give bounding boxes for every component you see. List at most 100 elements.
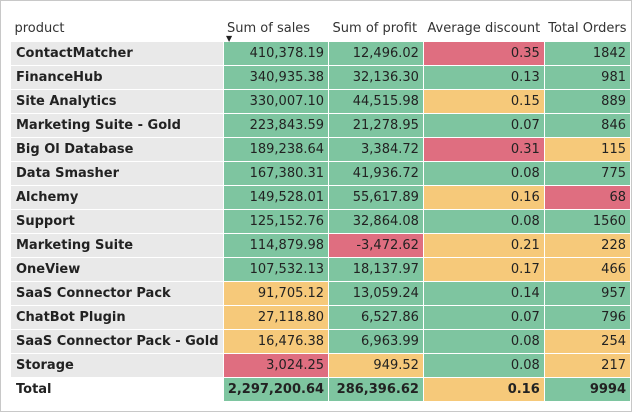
- cell-discount: 0.07: [422, 305, 545, 330]
- cell-profit: 32,136.30: [328, 65, 424, 90]
- cell-orders: 217: [543, 353, 632, 378]
- cell-profit: 41,936.72: [328, 161, 424, 186]
- cell-orders: 957: [543, 281, 632, 306]
- total-row[interactable]: Total 2,297,200.64 286,396.62 0.16 9994: [10, 377, 632, 402]
- cell-discount: 0.16: [422, 185, 545, 210]
- row-label-product: Storage: [10, 353, 224, 378]
- table-row[interactable]: SaaS Connector Pack - Gold 16,476.38 6,963…: [10, 329, 632, 354]
- row-label-product: ContactMatcher: [10, 41, 224, 66]
- row-label-product: FinanceHub: [10, 65, 224, 90]
- header-row: product Sum of sales ▼ Sum of profit Ave…: [10, 15, 631, 43]
- cell-orders: 796: [543, 305, 632, 330]
- cell-orders: 9994: [543, 377, 632, 402]
- cell-profit: -3,472.62: [328, 233, 424, 258]
- column-header-sales-label: Sum of sales: [227, 20, 311, 36]
- cell-orders: 228: [543, 233, 632, 258]
- cell-orders: 254: [543, 329, 632, 354]
- row-label-product: Marketing Suite: [10, 233, 224, 258]
- cell-profit: 949.52: [328, 353, 424, 378]
- cell-sales: 91,705.12: [222, 281, 330, 306]
- cell-sales: 125,152.76: [222, 209, 330, 234]
- cell-discount: 0.08: [422, 329, 545, 354]
- cell-orders: 981: [543, 65, 632, 90]
- row-label-product: Support: [10, 209, 224, 234]
- cell-orders: 115: [543, 137, 632, 162]
- row-label-product: SaaS Connector Pack: [10, 281, 224, 306]
- cell-sales: 114,879.98: [222, 233, 330, 258]
- cell-sales: 27,118.80: [222, 305, 330, 330]
- row-label-product: OneView: [10, 257, 224, 282]
- cell-discount: 0.16: [422, 377, 545, 402]
- column-header-orders[interactable]: Total Orders: [548, 20, 627, 36]
- column-header-sales[interactable]: Sum of sales ▼: [223, 15, 329, 43]
- cell-discount: 0.21: [422, 233, 545, 258]
- column-header-discount[interactable]: Average discount: [427, 20, 541, 36]
- row-label-product: Alchemy: [10, 185, 224, 210]
- cell-discount: 0.15: [422, 89, 545, 114]
- cell-discount: 0.07: [422, 113, 545, 138]
- cell-discount: 0.13: [422, 65, 545, 90]
- table-row[interactable]: Marketing Suite 114,879.98 -3,472.62 0.21 22…: [10, 233, 632, 258]
- cell-profit: 3,384.72: [328, 137, 424, 162]
- cell-sales: 107,532.13: [222, 257, 330, 282]
- cell-discount: 0.08: [422, 209, 545, 234]
- sort-descending-icon: ▼: [226, 34, 233, 43]
- table-row[interactable]: Support 125,152.76 32,864.08 0.08 1560: [10, 209, 632, 234]
- cell-sales: 167,380.31: [222, 161, 330, 186]
- row-label-product: Total: [10, 377, 224, 402]
- table-row[interactable]: SaaS Connector Pack 91,705.12 13,059.24 0.1…: [10, 281, 632, 306]
- cell-sales: 16,476.38: [222, 329, 330, 354]
- row-label-product: ChatBot Plugin: [10, 305, 224, 330]
- cell-profit: 32,864.08: [328, 209, 424, 234]
- table-row[interactable]: Storage 3,024.25 949.52 0.08 217: [10, 353, 632, 378]
- table-row[interactable]: Big Ol Database 189,238.64 3,384.72 0.31 115: [10, 137, 632, 162]
- cell-sales: 2,297,200.64: [222, 377, 330, 402]
- cell-sales: 330,007.10: [222, 89, 330, 114]
- cell-profit: 6,963.99: [328, 329, 424, 354]
- cell-orders: 1842: [543, 41, 632, 66]
- cell-discount: 0.31: [422, 137, 545, 162]
- cell-sales: 189,238.64: [222, 137, 330, 162]
- cell-sales: 223,843.59: [222, 113, 330, 138]
- cell-sales: 149,528.01: [222, 185, 330, 210]
- cell-sales: 340,935.38: [222, 65, 330, 90]
- cell-profit: 12,496.02: [328, 41, 424, 66]
- cell-discount: 0.08: [422, 161, 545, 186]
- table-row[interactable]: Marketing Suite - Gold 223,843.59 21,278.9…: [10, 113, 632, 138]
- column-header-product[interactable]: product: [14, 20, 65, 36]
- row-label-product: Marketing Suite - Gold: [10, 113, 224, 138]
- vertical-scrollbar[interactable]: [627, 15, 631, 405]
- cell-discount: 0.35: [422, 41, 545, 66]
- table-row[interactable]: Site Analytics 330,007.10 44,515.98 0.15 889: [10, 89, 632, 114]
- cell-discount: 0.14: [422, 281, 545, 306]
- cell-sales: 3,024.25: [222, 353, 330, 378]
- cell-sales: 410,378.19: [222, 41, 330, 66]
- data-table: product Sum of sales ▼ Sum of profit Ave…: [10, 15, 632, 402]
- cell-orders: 1560: [543, 209, 632, 234]
- row-label-product: Big Ol Database: [10, 137, 224, 162]
- table-row[interactable]: OneView 107,532.13 18,137.97 0.17 466: [10, 257, 632, 282]
- cell-orders: 466: [543, 257, 632, 282]
- cell-orders: 846: [543, 113, 632, 138]
- table-row[interactable]: Alchemy 149,528.01 55,617.89 0.16 68: [10, 185, 632, 210]
- cell-profit: 55,617.89: [328, 185, 424, 210]
- cell-profit: 44,515.98: [328, 89, 424, 114]
- cell-profit: 286,396.62: [328, 377, 424, 402]
- table-row[interactable]: FinanceHub 340,935.38 32,136.30 0.13 981: [10, 65, 632, 90]
- row-label-product: SaaS Connector Pack - Gold: [10, 329, 224, 354]
- cell-orders: 889: [543, 89, 632, 114]
- row-label-product: Site Analytics: [10, 89, 224, 114]
- cell-discount: 0.08: [422, 353, 545, 378]
- cell-orders: 775: [543, 161, 632, 186]
- row-label-product: Data Smasher: [10, 161, 224, 186]
- cell-profit: 21,278.95: [328, 113, 424, 138]
- cell-discount: 0.17: [422, 257, 545, 282]
- cell-profit: 6,527.86: [328, 305, 424, 330]
- cell-profit: 18,137.97: [328, 257, 424, 282]
- table-row[interactable]: ChatBot Plugin 27,118.80 6,527.86 0.07 796: [10, 305, 632, 330]
- table-row[interactable]: ContactMatcher 410,378.19 12,496.02 0.35 184…: [10, 41, 632, 66]
- table-row[interactable]: Data Smasher 167,380.31 41,936.72 0.08 775: [10, 161, 632, 186]
- column-header-profit[interactable]: Sum of profit: [332, 20, 418, 36]
- cell-orders: 68: [543, 185, 632, 210]
